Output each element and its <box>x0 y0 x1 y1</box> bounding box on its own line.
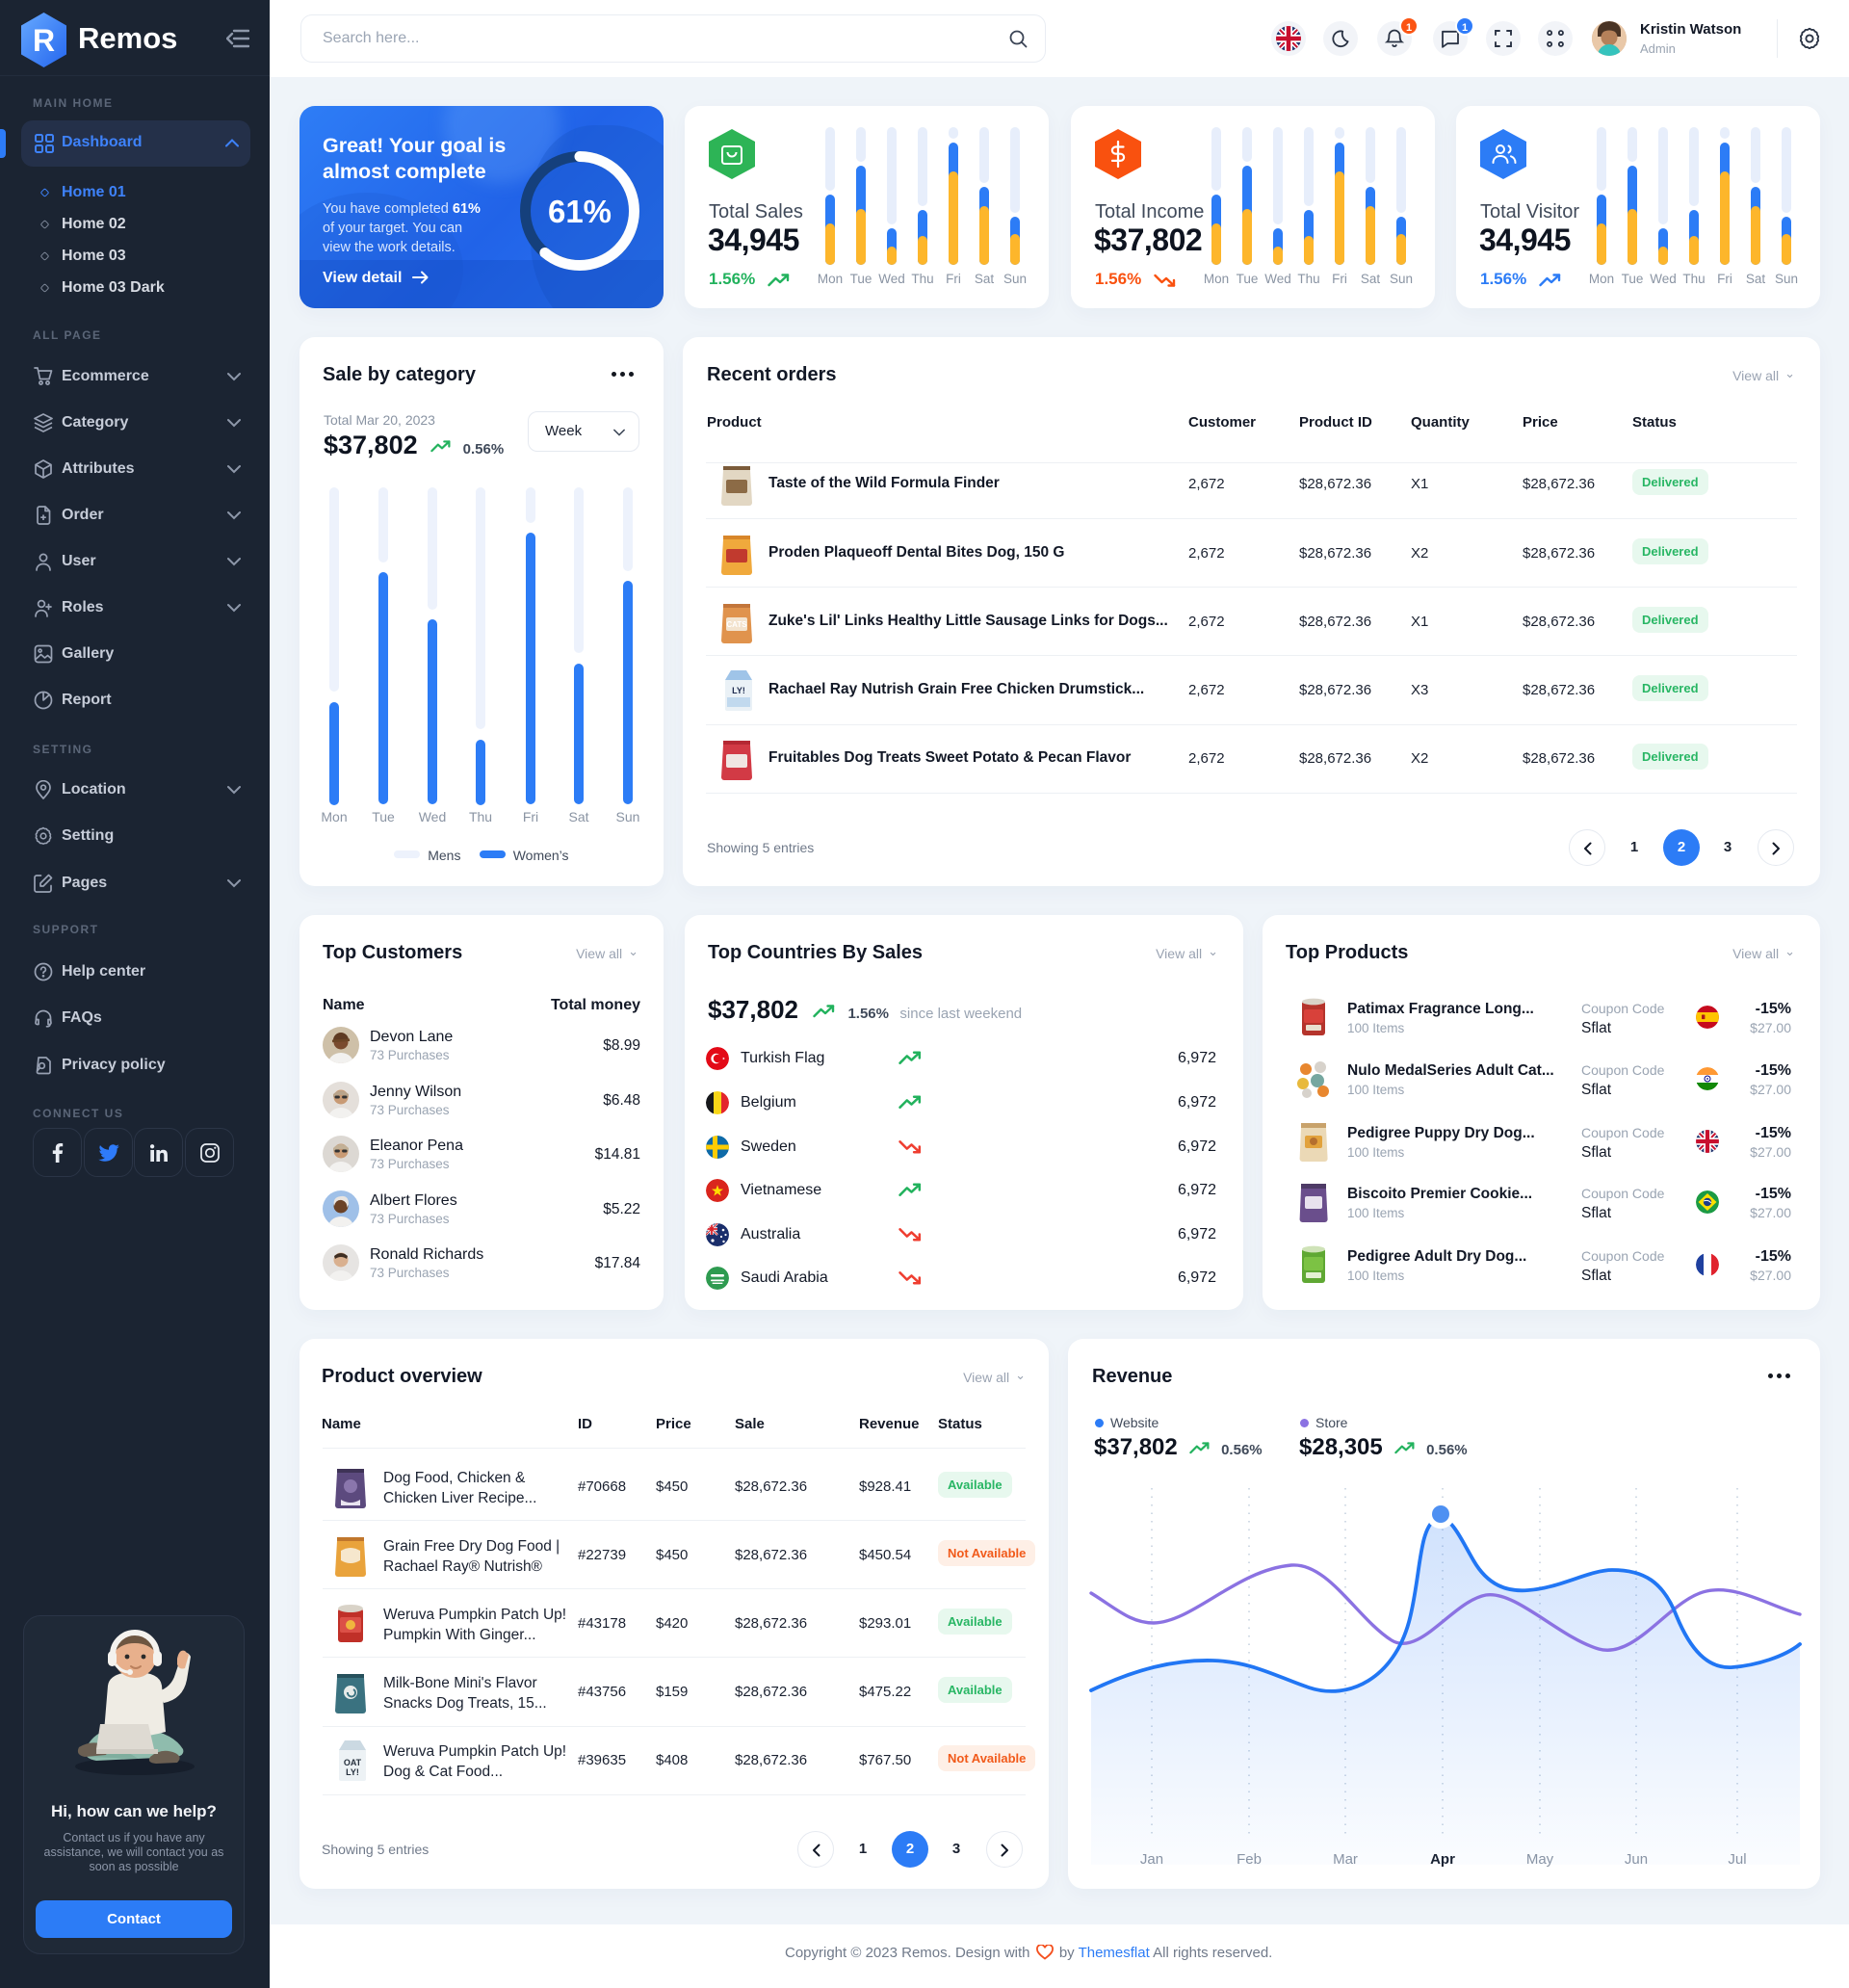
svg-text:LY!: LY! <box>346 1767 359 1777</box>
svg-text:CATS: CATS <box>726 620 747 629</box>
svg-text:OAT: OAT <box>344 1758 362 1767</box>
svg-text:LY!: LY! <box>732 686 745 695</box>
svg-text:R: R <box>33 23 55 58</box>
svg-text:61%: 61% <box>548 194 612 229</box>
